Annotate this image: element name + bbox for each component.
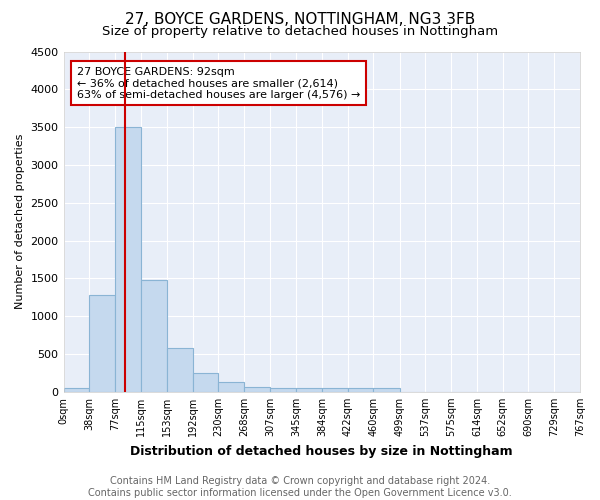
Text: Contains HM Land Registry data © Crown copyright and database right 2024.
Contai: Contains HM Land Registry data © Crown c…	[88, 476, 512, 498]
Bar	[322, 388, 347, 392]
Bar	[89, 295, 115, 392]
Bar	[347, 388, 373, 392]
X-axis label: Distribution of detached houses by size in Nottingham: Distribution of detached houses by size …	[130, 444, 513, 458]
Bar	[218, 382, 244, 392]
Bar	[373, 388, 400, 392]
Bar	[141, 280, 167, 392]
Bar	[64, 388, 89, 392]
Y-axis label: Number of detached properties: Number of detached properties	[15, 134, 25, 310]
Bar	[167, 348, 193, 392]
Text: 27 BOYCE GARDENS: 92sqm
← 36% of detached houses are smaller (2,614)
63% of semi: 27 BOYCE GARDENS: 92sqm ← 36% of detache…	[77, 66, 361, 100]
Bar	[115, 127, 141, 392]
Bar	[270, 388, 296, 392]
Bar	[193, 373, 218, 392]
Bar	[296, 388, 322, 392]
Bar	[244, 388, 270, 392]
Text: 27, BOYCE GARDENS, NOTTINGHAM, NG3 3FB: 27, BOYCE GARDENS, NOTTINGHAM, NG3 3FB	[125, 12, 475, 28]
Text: Size of property relative to detached houses in Nottingham: Size of property relative to detached ho…	[102, 25, 498, 38]
